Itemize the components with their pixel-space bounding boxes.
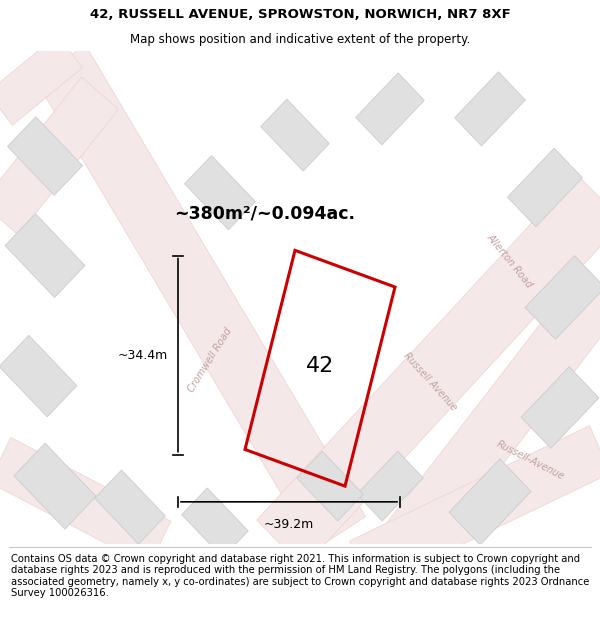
Polygon shape xyxy=(5,214,85,298)
Polygon shape xyxy=(356,73,424,145)
Polygon shape xyxy=(357,451,423,521)
Polygon shape xyxy=(0,77,118,235)
Polygon shape xyxy=(0,438,171,566)
Text: Map shows position and indicative extent of the property.: Map shows position and indicative extent… xyxy=(130,34,470,46)
Polygon shape xyxy=(35,45,365,550)
Polygon shape xyxy=(0,336,77,417)
Polygon shape xyxy=(0,35,82,126)
Text: ~34.4m: ~34.4m xyxy=(118,349,168,362)
Polygon shape xyxy=(185,156,256,230)
Polygon shape xyxy=(455,72,526,146)
Text: Russell Avenue: Russell Avenue xyxy=(401,351,458,413)
Polygon shape xyxy=(525,256,600,339)
Polygon shape xyxy=(261,99,329,171)
Polygon shape xyxy=(14,443,96,529)
Polygon shape xyxy=(508,148,583,227)
Polygon shape xyxy=(350,426,600,589)
Text: Contains OS data © Crown copyright and database right 2021. This information is : Contains OS data © Crown copyright and d… xyxy=(11,554,589,598)
Polygon shape xyxy=(95,470,166,544)
Polygon shape xyxy=(257,174,600,568)
Text: ~39.2m: ~39.2m xyxy=(264,518,314,531)
Text: 42: 42 xyxy=(306,356,334,376)
Text: ~380m²/~0.094ac.: ~380m²/~0.094ac. xyxy=(175,204,355,222)
Polygon shape xyxy=(521,367,599,448)
Text: Russell-Avenue: Russell-Avenue xyxy=(494,439,566,481)
Polygon shape xyxy=(297,451,363,521)
Polygon shape xyxy=(182,488,248,558)
Text: Allerton Road: Allerton Road xyxy=(485,232,535,290)
Polygon shape xyxy=(368,274,600,583)
Polygon shape xyxy=(8,117,82,195)
Polygon shape xyxy=(449,459,531,545)
Text: 42, RUSSELL AVENUE, SPROWSTON, NORWICH, NR7 8XF: 42, RUSSELL AVENUE, SPROWSTON, NORWICH, … xyxy=(89,8,511,21)
Text: Cromwell Road: Cromwell Road xyxy=(186,326,234,394)
